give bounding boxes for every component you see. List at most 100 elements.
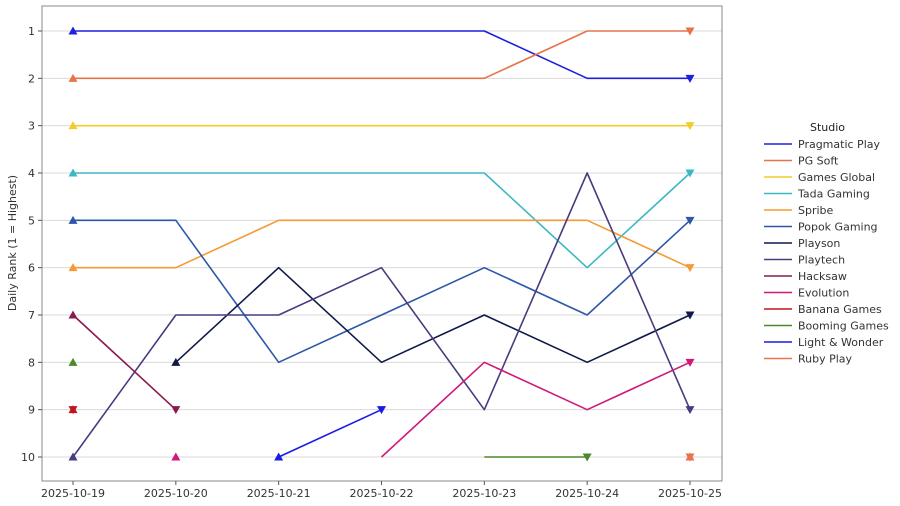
y-tick-label: 1 bbox=[28, 25, 35, 38]
y-tick-label: 7 bbox=[28, 309, 35, 322]
end-marker bbox=[685, 358, 695, 367]
end-marker bbox=[685, 27, 695, 36]
end-marker bbox=[582, 453, 592, 462]
x-tick-label: 2025-10-19 bbox=[41, 487, 105, 500]
end-marker bbox=[685, 453, 695, 462]
start-marker bbox=[171, 452, 181, 461]
series-line bbox=[72, 172, 691, 458]
end-marker bbox=[171, 406, 181, 415]
legend-label: Games Global bbox=[798, 171, 875, 184]
start-marker bbox=[68, 121, 78, 130]
legend-label: Ruby Play bbox=[798, 353, 853, 366]
legend-label: PG Soft bbox=[798, 155, 839, 168]
end-marker bbox=[685, 406, 695, 415]
legend-item: Popok Gaming bbox=[764, 221, 878, 234]
start-marker bbox=[68, 215, 78, 224]
legend-item: Light & Wonder bbox=[764, 336, 884, 349]
series-line bbox=[380, 361, 691, 458]
y-axis: 1 2 3 4 5 6 7 8 9 10 bbox=[21, 25, 42, 464]
series-games-global bbox=[68, 121, 695, 131]
series-spribe bbox=[68, 219, 695, 273]
start-marker bbox=[68, 263, 78, 272]
legend-item: Playtech bbox=[764, 254, 845, 267]
legend-label: Banana Games bbox=[798, 303, 882, 316]
legend-label: Playtech bbox=[798, 254, 845, 267]
start-marker bbox=[171, 357, 181, 366]
end-marker bbox=[685, 264, 695, 273]
end-marker bbox=[685, 74, 695, 83]
y-tick-label: 9 bbox=[28, 404, 35, 417]
series-line bbox=[73, 30, 690, 80]
y-tick-label: 8 bbox=[28, 356, 35, 369]
end-marker bbox=[685, 311, 695, 320]
series-banana-games bbox=[68, 405, 78, 415]
series-line bbox=[278, 408, 382, 458]
start-marker bbox=[68, 73, 78, 82]
series-line bbox=[73, 30, 690, 80]
end-marker bbox=[685, 216, 695, 225]
legend-label: Light & Wonder bbox=[798, 336, 884, 349]
x-tick-label: 2025-10-24 bbox=[555, 487, 619, 500]
start-marker bbox=[274, 452, 284, 461]
y-tick-label: 10 bbox=[21, 451, 35, 464]
plot-area bbox=[41, 5, 723, 482]
series-pg-soft bbox=[68, 27, 695, 82]
legend-title: Studio bbox=[810, 121, 845, 134]
series-hacksaw bbox=[68, 310, 181, 415]
start-marker bbox=[68, 310, 78, 319]
end-marker bbox=[685, 122, 695, 131]
series-line bbox=[73, 172, 691, 269]
legend-item: Booming Games bbox=[764, 320, 889, 333]
end-marker bbox=[68, 406, 78, 415]
series-line bbox=[73, 219, 691, 269]
end-marker bbox=[685, 169, 695, 178]
y-tick-label: 5 bbox=[28, 214, 35, 227]
series-ruby-play bbox=[685, 452, 695, 462]
start-marker bbox=[68, 26, 78, 35]
x-tick-label: 2025-10-23 bbox=[452, 487, 516, 500]
series-light-wonder bbox=[274, 406, 386, 461]
legend-item: Pragmatic Play bbox=[764, 138, 880, 151]
legend-label: Hacksaw bbox=[798, 270, 847, 283]
series-playson bbox=[171, 266, 695, 366]
series-line bbox=[73, 219, 691, 364]
series-pragmatic-play bbox=[68, 26, 695, 83]
legend-item: Banana Games bbox=[764, 303, 882, 316]
end-marker bbox=[377, 406, 386, 415]
series-line bbox=[72, 314, 177, 411]
legend-item: Playson bbox=[764, 237, 840, 250]
y-tick-label: 2 bbox=[28, 72, 35, 85]
series-playtech bbox=[68, 172, 695, 461]
y-tick-label: 6 bbox=[28, 262, 35, 275]
legend-item: Spribe bbox=[764, 204, 834, 217]
y-tick-label: 4 bbox=[28, 167, 35, 180]
legend-label: Popok Gaming bbox=[798, 221, 878, 234]
series-evolution bbox=[171, 358, 695, 461]
x-tick-label: 2025-10-25 bbox=[658, 487, 722, 500]
legend-item: Hacksaw bbox=[764, 270, 847, 283]
legend-item: Evolution bbox=[764, 287, 849, 300]
legend-label: Spribe bbox=[798, 204, 834, 217]
legend-item: Ruby Play bbox=[764, 353, 853, 366]
y-axis-label: Daily Rank (1 = Highest) bbox=[6, 175, 19, 311]
legend-label: Tada Gaming bbox=[797, 188, 870, 201]
start-marker bbox=[68, 357, 78, 366]
start-marker bbox=[68, 452, 78, 461]
x-tick-label: 2025-10-22 bbox=[350, 487, 414, 500]
x-tick-label: 2025-10-20 bbox=[144, 487, 208, 500]
legend-label: Playson bbox=[798, 237, 840, 250]
legend-label: Booming Games bbox=[798, 320, 889, 333]
legend-item: PG Soft bbox=[764, 155, 839, 168]
series-popok-gaming bbox=[68, 215, 695, 364]
y-tick-label: 3 bbox=[28, 120, 35, 133]
start-marker bbox=[68, 168, 78, 177]
legend-item: Games Global bbox=[764, 171, 875, 184]
legend-item: Tada Gaming bbox=[764, 188, 870, 201]
series-booming-games bbox=[68, 357, 592, 462]
x-tick-label: 2025-10-21 bbox=[247, 487, 311, 500]
legend-label: Evolution bbox=[798, 287, 849, 300]
x-axis: 2025-10-19 2025-10-20 2025-10-21 2025-10-22… bbox=[41, 481, 722, 500]
series-tada-gaming bbox=[68, 168, 695, 269]
legend: Studio Pragmatic Play PG Soft Games Global T… bbox=[764, 121, 889, 366]
